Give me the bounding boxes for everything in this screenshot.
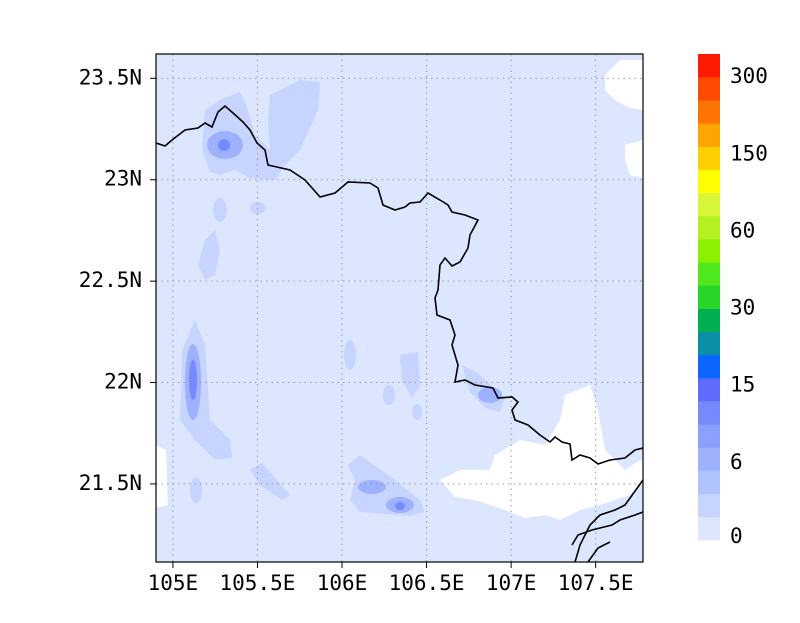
colorbar-box <box>698 54 720 78</box>
precip-blobs <box>180 80 505 516</box>
colorbar-box <box>698 262 720 286</box>
contour <box>250 202 266 214</box>
colorbar-box <box>698 100 720 124</box>
contour <box>198 230 220 280</box>
contour <box>268 80 320 165</box>
grid <box>156 54 643 562</box>
colorbar-label: 150 <box>730 141 768 165</box>
colorbar-box <box>698 146 720 171</box>
contour <box>478 387 502 403</box>
no-data <box>625 140 643 178</box>
colorbar-label: 6 <box>730 450 743 474</box>
x-tick-label: 105.5E <box>220 571 296 595</box>
x-tick-label: 106E <box>317 571 368 595</box>
y-tick-label: 23N <box>104 167 142 191</box>
y-tick-label: 23.5N <box>79 65 142 89</box>
colorbar-box <box>698 401 720 425</box>
map-field <box>156 54 643 562</box>
no-data <box>605 60 643 110</box>
colorbar-label: 15 <box>730 373 755 397</box>
contour <box>412 404 422 420</box>
contour <box>250 463 290 500</box>
colorbar-box <box>698 216 720 240</box>
x-tick-label: 107E <box>486 571 537 595</box>
y-tick-label: 22.5N <box>79 268 142 292</box>
colorbar-box <box>698 123 720 147</box>
coastline <box>571 511 643 546</box>
colorbar: 0 6 15 30 60 150 300 <box>698 54 768 548</box>
contour <box>189 360 197 400</box>
colorbar-box <box>698 354 720 379</box>
colorbar-label: 30 <box>730 296 755 320</box>
colorbar-box <box>698 285 720 309</box>
contour <box>344 340 356 370</box>
colorbar-label: 300 <box>730 64 768 88</box>
map-frame <box>155 53 644 563</box>
coastline <box>587 541 611 562</box>
colorbar-box <box>698 470 720 495</box>
no-data <box>156 445 168 508</box>
no-data <box>440 385 643 520</box>
contour <box>400 352 420 398</box>
colorbar-label: 0 <box>730 524 743 548</box>
colorbar-box <box>698 378 720 402</box>
colorbar-box <box>698 516 720 541</box>
contour <box>218 139 230 151</box>
colorbar-box <box>698 493 720 518</box>
colorbar-box <box>698 331 720 356</box>
x-tick-label: 105E <box>148 571 199 595</box>
contour <box>383 385 395 405</box>
colorbar-box <box>698 77 720 101</box>
x-tick-label: 106.5E <box>389 571 465 595</box>
colorbar-box <box>698 239 720 263</box>
contour <box>190 477 202 503</box>
y-tick-label: 21.5N <box>79 471 142 495</box>
border <box>156 104 643 465</box>
contour <box>395 502 405 510</box>
x-tick-label: 107.5E <box>558 571 634 595</box>
colorbar-label: 60 <box>730 218 755 242</box>
colorbar-box <box>698 447 720 471</box>
contour <box>358 480 386 494</box>
contour <box>213 198 227 222</box>
coastline <box>574 479 643 562</box>
axes: 105E 105.5E 106E 106.5E 107E 107.5E 21.5N 22N 22… <box>79 65 634 595</box>
colorbar-box <box>698 192 720 217</box>
colorbar-box <box>698 308 720 333</box>
y-tick-label: 22N <box>104 370 142 394</box>
colorbar-box <box>698 424 720 448</box>
colorbar-box <box>698 169 720 194</box>
